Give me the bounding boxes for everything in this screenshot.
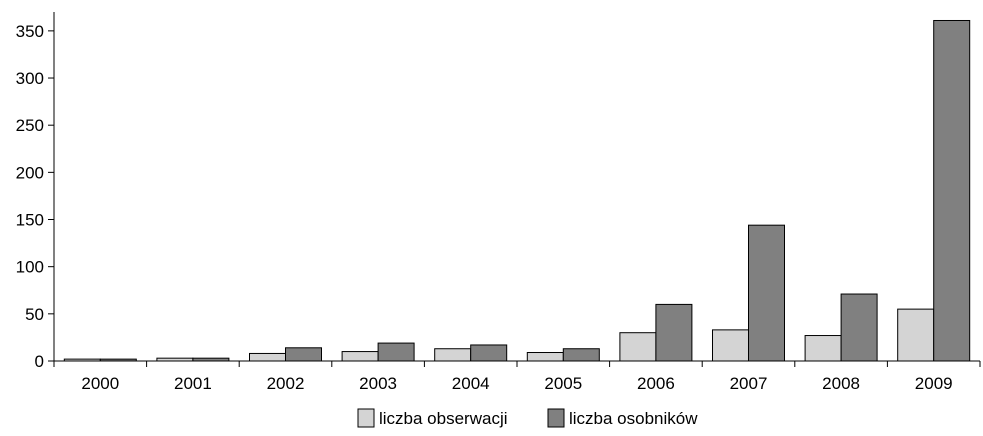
- bar-obserwacji-2004: [434, 348, 472, 362]
- bar-osobnikow-2002: [285, 347, 322, 362]
- legend-label: liczba osobników: [569, 409, 698, 428]
- y-tick-label: 300: [16, 69, 44, 88]
- x-tick-label: 2000: [81, 374, 119, 393]
- bar-obserwacji-2002: [249, 352, 286, 362]
- y-tick-label: 350: [16, 22, 44, 41]
- bar-osobnikow-2004: [470, 344, 508, 362]
- y-tick-label: 150: [16, 211, 44, 230]
- bar-obserwacji-2009: [897, 308, 935, 362]
- x-tick-label: 2009: [915, 374, 953, 393]
- x-tick-label: 2007: [730, 374, 768, 393]
- bar-obserwacji-2003: [341, 351, 379, 362]
- bar-obserwacji-2005: [526, 352, 564, 362]
- x-tick-label: 2006: [637, 374, 675, 393]
- bar-osobnikow-2005: [562, 348, 600, 362]
- x-axis: 2000 2001 2002 2003 2004 2005 2006 2007 2008 2009: [53, 360, 981, 393]
- bar-obserwacji-2007: [712, 329, 749, 362]
- legend-label: liczba obserwacji: [379, 409, 508, 428]
- y-tick-label: 250: [16, 116, 44, 135]
- bar-osobnikow-2009: [933, 19, 971, 362]
- bar-obserwacji-2008: [804, 335, 842, 362]
- x-tick-label: 2002: [267, 374, 305, 393]
- bar-osobnikow-2007: [748, 224, 785, 362]
- y-tick-label: 50: [25, 305, 44, 324]
- bar-osobnikow-2006: [655, 303, 693, 362]
- x-tick-label: 2004: [452, 374, 490, 393]
- x-tick-label: 2003: [359, 374, 397, 393]
- legend-swatch: [357, 408, 375, 428]
- plot-area: [63, 19, 971, 362]
- y-tick-label: 200: [16, 163, 44, 182]
- bar-osobnikow-2008: [840, 293, 878, 362]
- y-axis: 0 50 100 150 200 250 300 350: [16, 12, 55, 371]
- x-tick-label: 2005: [544, 374, 582, 393]
- bar-obserwacji-2006: [619, 332, 657, 362]
- y-tick-label: 100: [16, 258, 44, 277]
- bar-osobnikow-2003: [377, 342, 415, 362]
- x-tick-label: 2008: [822, 374, 860, 393]
- legend: liczba obserwacji liczba osobników: [357, 408, 698, 428]
- y-tick-label: 0: [35, 352, 44, 371]
- legend-swatch: [547, 408, 565, 428]
- x-tick-label: 2001: [174, 374, 212, 393]
